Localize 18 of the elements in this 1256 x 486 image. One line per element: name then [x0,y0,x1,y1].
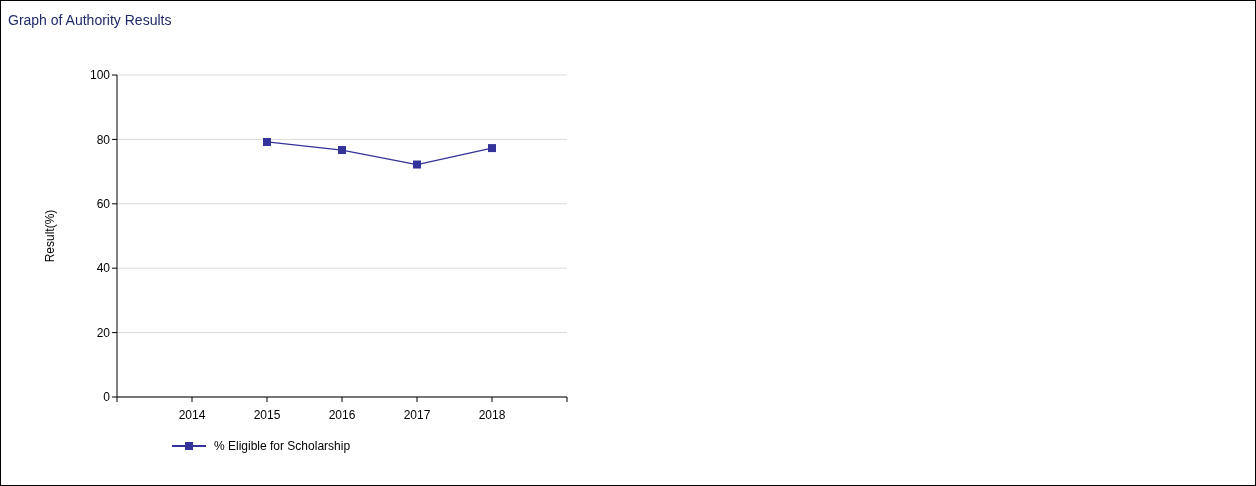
point [413,160,421,169]
y-tick-label: 60 [96,197,111,211]
point [488,144,496,153]
x-tick-label: 2014 [178,408,206,422]
y-tick-label: 80 [96,132,111,147]
y-tick-label: 20 [96,325,111,340]
y-tick-label: 100 [89,68,111,83]
x-tick-label: 2017 [403,408,431,422]
x-tick-label: 2015 [253,408,281,422]
legend-label: % Eligible for Scholarship [214,439,351,454]
point [263,137,271,146]
y-tick-label: 0 [103,390,111,405]
x-tick-label: 2016 [328,408,356,422]
chart-title: Graph of Authority Results [8,12,172,28]
point [338,146,346,155]
x-tick-label: 2018 [478,408,506,422]
y-tick-label: 40 [96,261,111,276]
y-axis-title: Result(%) [43,209,57,263]
